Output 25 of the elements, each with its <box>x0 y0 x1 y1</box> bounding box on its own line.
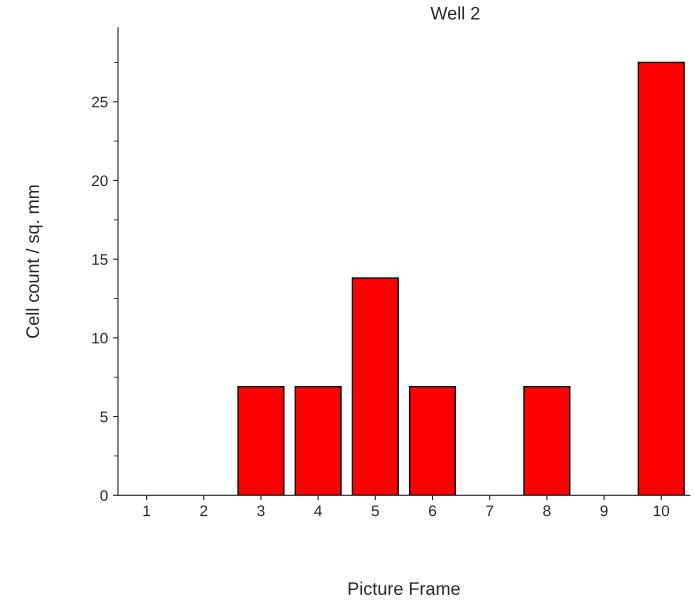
x-tick-label: 2 <box>200 505 208 516</box>
bar <box>638 62 685 496</box>
x-tick-label: 9 <box>600 505 608 516</box>
bar <box>237 386 285 496</box>
y-tick-label: 5 <box>100 412 108 422</box>
y-tick-label: 20 <box>92 175 108 186</box>
chart-title: Well 2 <box>430 6 480 20</box>
x-tick-label: 4 <box>314 506 322 516</box>
x-tick-label: 8 <box>543 505 550 516</box>
bar <box>523 386 570 496</box>
bar <box>408 386 456 496</box>
y-tick-label: 25 <box>92 96 108 108</box>
x-tick-label: 5 <box>372 506 379 516</box>
y-tick-label: 10 <box>92 332 108 344</box>
x-axis-title: Picture Frame <box>348 582 460 596</box>
x-tick-label: 3 <box>257 505 265 516</box>
y-tick-label: 15 <box>92 254 108 265</box>
x-tick-label: 10 <box>654 505 670 516</box>
y-tick-label: 0 <box>100 490 108 501</box>
x-tick-label: 1 <box>143 506 150 516</box>
y-axis-title: Cell count / sq. mm <box>26 185 43 338</box>
bar <box>352 277 399 496</box>
x-tick-label: 7 <box>486 506 494 516</box>
bar <box>294 386 342 496</box>
x-tick-label: 6 <box>429 505 436 516</box>
